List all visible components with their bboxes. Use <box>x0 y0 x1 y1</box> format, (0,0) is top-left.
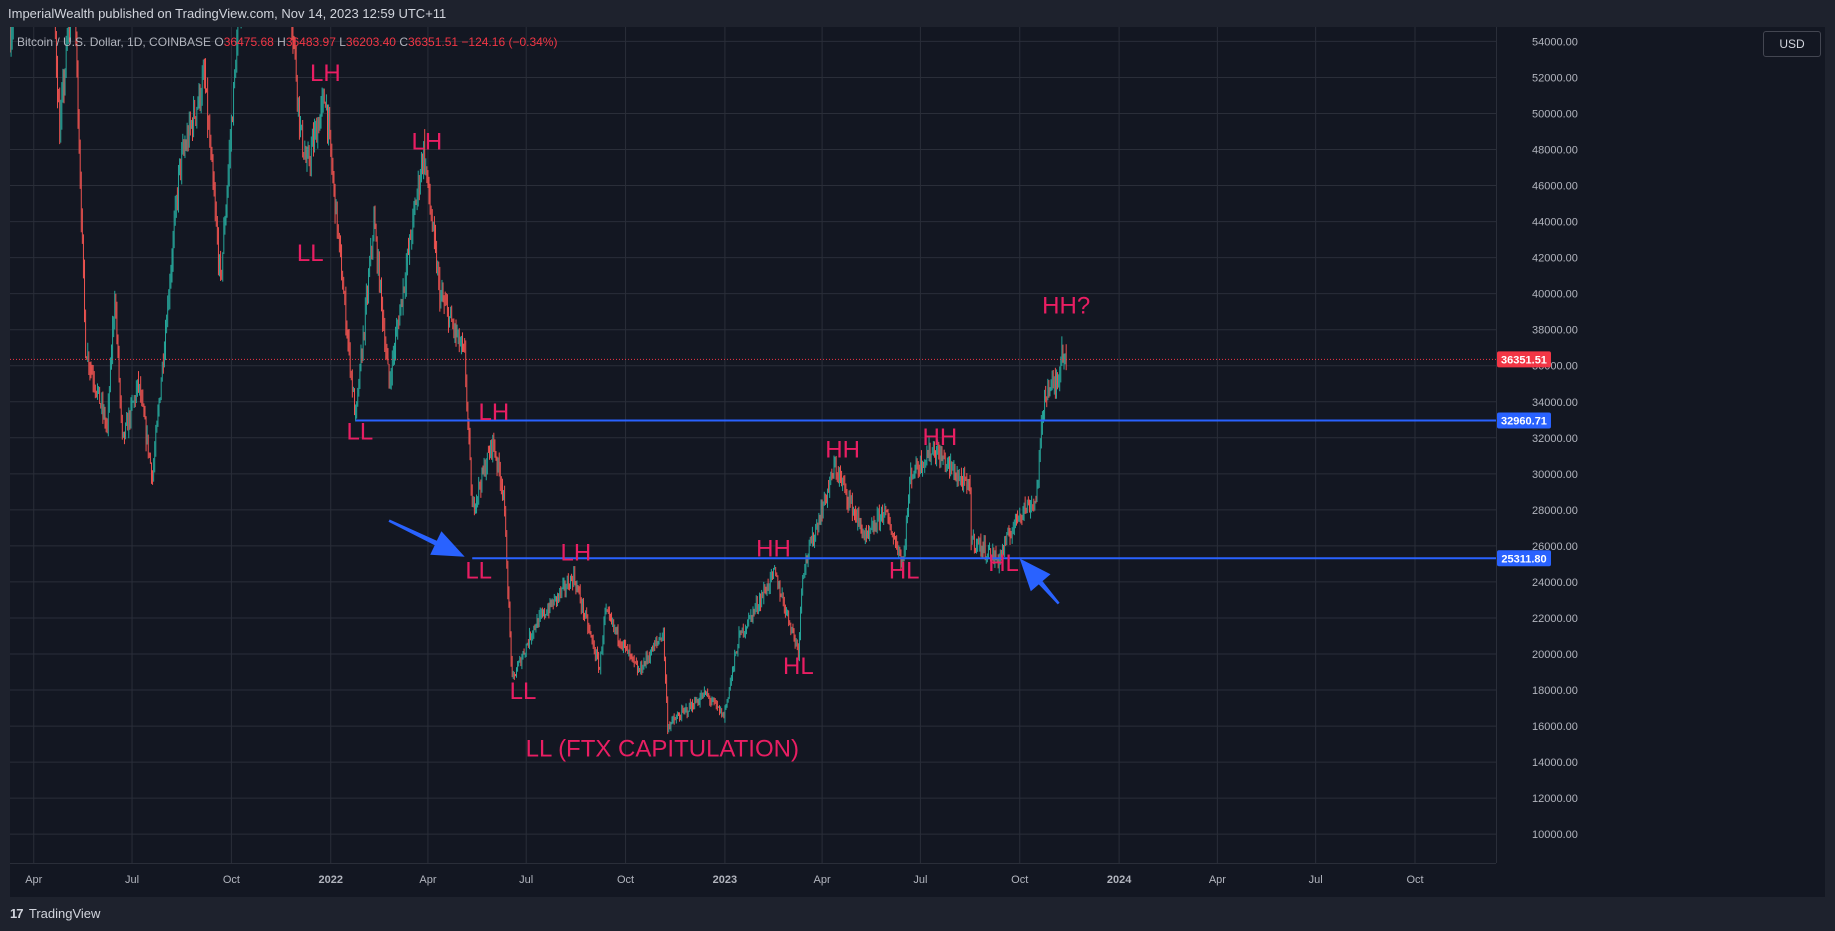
open-value: 36475.68 <box>223 35 274 49</box>
time-tick-label: Jul <box>913 874 927 886</box>
price-tick-label: 12000.00 <box>1532 793 1578 805</box>
time-tick-label: Jul <box>1309 874 1323 886</box>
time-tick-label: Oct <box>223 874 240 886</box>
price-tick-label: 38000.00 <box>1532 325 1578 337</box>
last-price-badge-bg <box>1497 351 1551 368</box>
arrow-annotation <box>388 519 465 557</box>
swing-label: LL (FTX CAPITULATION) <box>526 736 799 763</box>
time-tick-label: 2022 <box>319 874 343 886</box>
price-tick-label: 30000.00 <box>1532 469 1578 481</box>
price-tick-label: 18000.00 <box>1532 685 1578 697</box>
swing-label: LH <box>561 539 592 566</box>
close-label: C <box>399 35 408 49</box>
high-label: H <box>277 35 286 49</box>
swing-label: LH <box>412 129 443 156</box>
price-tick-label: 54000.00 <box>1532 36 1578 48</box>
level-price-badge-bg <box>1497 412 1551 429</box>
low-label: L <box>339 35 346 49</box>
price-tick-label: 10000.00 <box>1532 829 1578 841</box>
price-tick-label: 16000.00 <box>1532 721 1578 733</box>
time-tick-label: Jul <box>519 874 533 886</box>
price-tick-label: 48000.00 <box>1532 145 1578 157</box>
time-tick-label: 2024 <box>1107 874 1132 886</box>
high-value: 36483.97 <box>285 35 336 49</box>
publisher-bar: ImperialWealth published on TradingView.… <box>0 0 1835 27</box>
price-tick-label: 50000.00 <box>1532 108 1578 120</box>
swing-label: LH <box>310 60 341 87</box>
level-price-badge-bg <box>1497 550 1551 567</box>
close-value: 36351.51 <box>408 35 459 49</box>
price-tick-label: 24000.00 <box>1532 577 1578 589</box>
price-tick-label: 26000.00 <box>1532 541 1578 553</box>
time-tick-label: Oct <box>1406 874 1423 886</box>
last-price-badge: 36351.51 <box>1501 354 1547 366</box>
symbol-legend: Bitcoin / U.S. Dollar, 1D, COINBASE O364… <box>17 35 557 49</box>
time-tick-label: Apr <box>814 874 831 886</box>
time-tick-label: Apr <box>419 874 436 886</box>
price-tick-label: 22000.00 <box>1532 613 1578 625</box>
price-tick-label: 20000.00 <box>1532 649 1578 661</box>
swing-label: LL <box>510 678 537 705</box>
open-label: O <box>214 35 224 49</box>
candles-group <box>10 27 1067 735</box>
price-tick-label: 14000.00 <box>1532 757 1578 769</box>
price-tick-label: 40000.00 <box>1532 289 1578 301</box>
tradingview-logo-icon: 17 <box>10 906 24 921</box>
price-tick-label: 42000.00 <box>1532 253 1578 265</box>
swing-label: HL <box>889 557 920 584</box>
time-tick-label: Apr <box>25 874 42 886</box>
swing-label: LH <box>478 399 509 426</box>
price-tick-label: 28000.00 <box>1532 505 1578 517</box>
arrow-annotation <box>1019 558 1060 605</box>
time-tick-label: Oct <box>1011 874 1028 886</box>
branding-bar: 17 TradingView <box>0 897 1835 931</box>
price-tick-label: 46000.00 <box>1532 181 1578 193</box>
price-tick-label: 52000.00 <box>1532 72 1578 84</box>
swing-label: HH <box>922 424 957 451</box>
level-price-badge: 25311.80 <box>1501 553 1546 565</box>
publisher-line: ImperialWealth published on TradingView.… <box>8 6 447 21</box>
time-tick-label: Apr <box>1209 874 1226 886</box>
time-tick-label: Jul <box>125 874 139 886</box>
price-tick-label: 32000.00 <box>1532 433 1578 445</box>
brand-name: TradingView <box>28 906 101 921</box>
swing-label: HL <box>783 653 814 680</box>
level-price-badge: 32960.71 <box>1501 415 1547 427</box>
currency-button[interactable]: USD <box>1763 31 1821 57</box>
time-tick-label: Oct <box>617 874 634 886</box>
symbol-name: Bitcoin / U.S. Dollar, 1D, COINBASE <box>17 35 212 49</box>
swing-label: LL <box>465 557 492 584</box>
swing-label: HL <box>988 550 1019 577</box>
swing-label: HH <box>825 437 860 464</box>
time-tick-label: 2023 <box>713 874 737 886</box>
swing-label: LL <box>347 419 374 446</box>
price-chart[interactable]: 10000.00 12000.00 14000.00 16000.00 18000.00… <box>10 27 1825 897</box>
low-value: 36203.40 <box>345 35 396 49</box>
swing-label: HH? <box>1042 292 1090 319</box>
change-value: −124.16 (−0.34%) <box>461 35 558 49</box>
price-tick-label: 34000.00 <box>1532 397 1578 409</box>
swing-label: HH <box>756 536 791 563</box>
price-tick-label: 44000.00 <box>1532 217 1578 229</box>
swing-label: LL <box>297 240 324 267</box>
chart-pane[interactable]: 10000.00 12000.00 14000.00 16000.00 18000.00… <box>10 27 1825 897</box>
